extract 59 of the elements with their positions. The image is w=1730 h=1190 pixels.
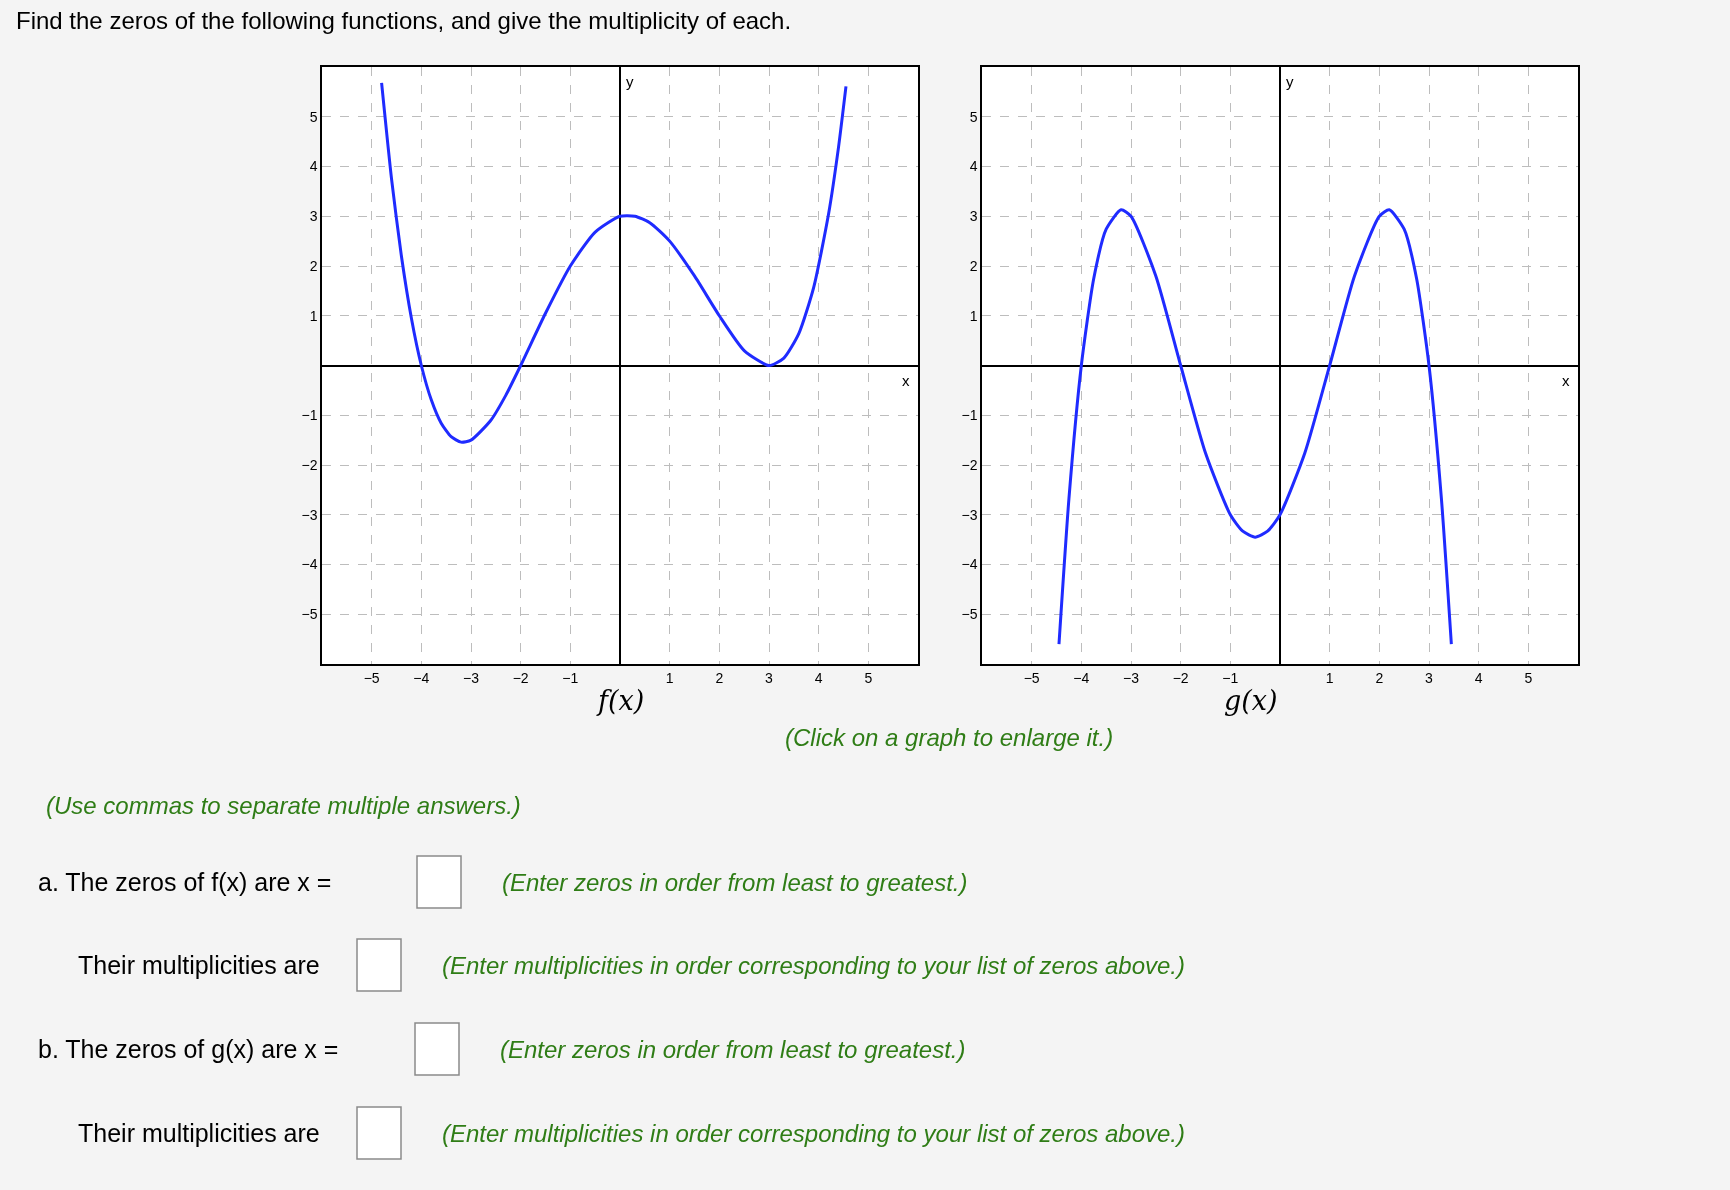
- x-axis-title: x: [1562, 372, 1570, 389]
- y-tick-label: 2: [309, 257, 318, 274]
- y-tick-label: 3: [969, 208, 978, 225]
- x-tick-label: −5: [363, 669, 380, 686]
- text: (Enter multiplicities in order corresponding to your list of zeros above.): [442, 952, 1185, 979]
- text: Find the zeros of the following functions, and give the multiplicity of each.: [16, 7, 792, 34]
- x-axis-title: x: [902, 372, 910, 389]
- line-series: [1057, 208, 1453, 646]
- x-tick-label: −3: [1123, 669, 1140, 686]
- text: a. The zeros of f(x) are x =: [38, 868, 332, 896]
- y-tick-label: 5: [309, 108, 318, 125]
- x-tick-label: 4: [1474, 669, 1483, 686]
- y-tick-label: −2: [961, 456, 978, 473]
- text: g(x): [1224, 685, 1278, 716]
- x-tick-label: 3: [1425, 669, 1434, 686]
- x-tick-label: −1: [562, 669, 579, 686]
- y-tick-label: 1: [969, 307, 978, 324]
- x-tick-label: 5: [1524, 669, 1533, 686]
- text: Their multiplicities are: [78, 951, 320, 979]
- y-tick-label: −5: [961, 606, 978, 623]
- x-tick-label: −4: [413, 669, 430, 686]
- x-tick-label: −2: [512, 669, 529, 686]
- y-tick-label: −3: [961, 506, 978, 523]
- y-axis-title: y: [626, 73, 634, 90]
- x-tick-label: −4: [1073, 669, 1090, 686]
- x-tick-label: 2: [715, 669, 724, 686]
- text: (Enter multiplicities in order corresponding to your list of zeros above.): [442, 1120, 1185, 1147]
- y-axis-title: y: [1286, 73, 1294, 90]
- y-tick-label: −4: [961, 556, 978, 573]
- x-tick-label: 2: [1375, 669, 1384, 686]
- text: Their multiplicities are: [78, 1119, 320, 1147]
- y-tick-label: 5: [969, 108, 978, 125]
- text: f(x): [596, 685, 645, 716]
- x-tick-label: −1: [1222, 669, 1239, 686]
- x-tick-label: 3: [765, 669, 774, 686]
- y-tick-label: −1: [301, 407, 318, 424]
- text: (Enter zeros in order from least to greatest.): [502, 869, 968, 896]
- y-tick-label: −4: [301, 556, 318, 573]
- line-series: [380, 81, 848, 444]
- y-tick-label: −2: [301, 456, 318, 473]
- y-tick-label: 2: [969, 257, 978, 274]
- x-tick-label: −3: [463, 669, 480, 686]
- y-tick-label: −1: [961, 407, 978, 424]
- x-tick-label: 4: [814, 669, 823, 686]
- x-tick-label: 5: [864, 669, 873, 686]
- y-tick-label: 3: [309, 208, 318, 225]
- text: (Enter zeros in order from least to greatest.): [500, 1036, 966, 1063]
- text: (Click on a graph to enlarge it.): [785, 724, 1114, 751]
- x-tick-label: 1: [665, 669, 674, 686]
- text: b. The zeros of g(x) are x =: [38, 1035, 339, 1063]
- y-tick-label: −3: [301, 506, 318, 523]
- y-tick-label: −5: [301, 606, 318, 623]
- y-tick-label: 4: [309, 158, 318, 175]
- text: (Use commas to separate multiple answers.): [46, 792, 521, 819]
- y-tick-label: 4: [969, 158, 978, 175]
- x-tick-label: −5: [1023, 669, 1040, 686]
- y-tick-label: 1: [309, 307, 318, 324]
- x-tick-label: 1: [1325, 669, 1334, 686]
- x-tick-label: −2: [1172, 669, 1189, 686]
